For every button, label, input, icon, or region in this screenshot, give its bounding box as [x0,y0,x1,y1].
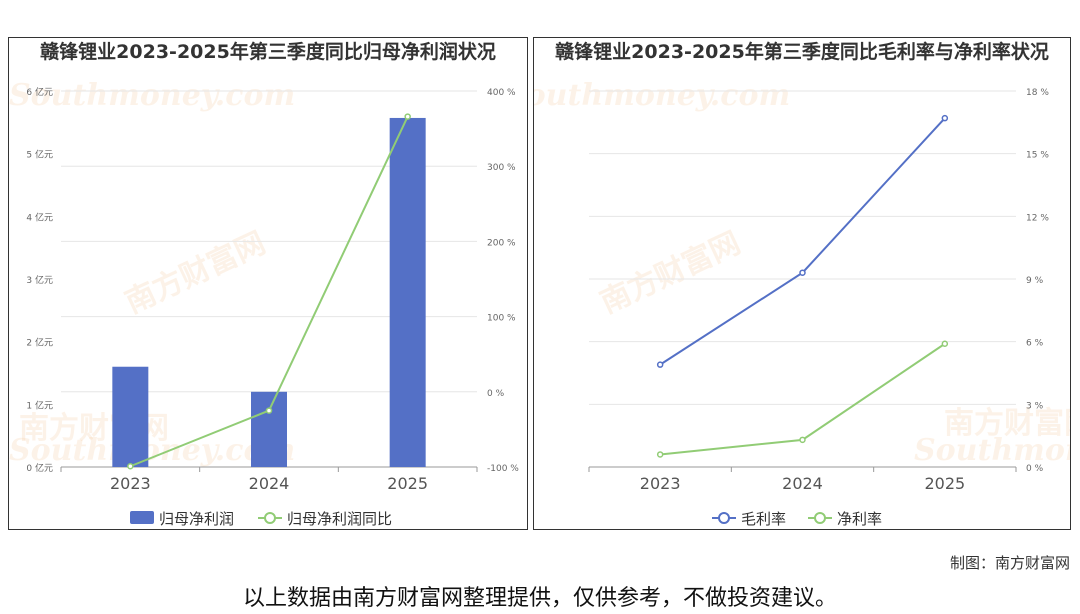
chart-title-left: 赣锋锂业2023-2025年第三季度同比归母净利润状况 [40,41,496,63]
y-left-tick-label: 3 亿元 [26,274,53,286]
y-right-tick-label: 0 % [1026,464,1044,474]
x-tick-label: 2025 [387,474,428,493]
x-tick-label: 2023 [640,474,681,493]
y-right-tick-label: 6 % [1026,339,1044,349]
y-right-tick-label: 100 % [487,314,516,324]
legend-swatch [718,512,730,524]
y-left-tick-label: 5 亿元 [26,149,53,161]
data-point [656,451,664,458]
bar [389,117,426,468]
y-right-tick-label: 3 % [1026,401,1044,411]
chart-panel-margins: 赣锋锂业2023-2025年第三季度同比毛利率与净利率状况 南方财富网 Sout… [533,37,1071,530]
y-right-tick-label: 400 % [487,88,516,98]
data-point [799,436,806,444]
x-tick-label: 2024 [782,474,823,493]
legend-label: 归母净利润同比 [287,510,392,528]
data-point [941,114,949,122]
legend-label: 净利率 [837,510,882,528]
series-line [659,117,946,366]
bar [112,366,149,467]
data-point [656,361,664,368]
chart-title-right: 赣锋锂业2023-2025年第三季度同比毛利率与净利率状况 [555,41,1049,63]
x-tick-label: 2025 [924,474,965,493]
chart-panel-net-profit: 赣锋锂业2023-2025年第三季度同比归母净利润状况 南方财富网 Southm… [8,37,528,530]
legend-label: 毛利率 [741,510,786,528]
x-tick-label: 2024 [249,474,290,493]
y-right-tick-label: 0 % [487,389,505,399]
chart-credit: 制图：南方财富网 [949,554,1070,572]
data-point [404,113,411,120]
data-point [127,462,134,470]
y-left-tick-label: 0 亿元 [26,462,53,474]
y-left-tick-label: 2 亿元 [26,337,53,349]
line-chart: 0 % 3 % 6 % 9 % 12 % 15 % 18 % 2023 2024 2025 毛利率 净… [588,88,1049,528]
y-left-tick-label: 1 亿元 [26,399,53,411]
legend-swatch [130,511,154,524]
bar-line-chart: -100 % 0 % 100 % 200 % 300 % 400 % 0 亿元 1 亿元 2 亿… [26,86,519,528]
legend-label: 归母净利润 [159,510,234,528]
y-right-tick-label: 15 % [1026,151,1049,161]
y-right-tick-label: 18 % [1026,88,1049,98]
data-point [941,340,949,348]
y-left-tick-label: 6 亿元 [26,86,53,98]
bar [251,391,287,467]
y-right-tick-label: 9 % [1026,276,1044,286]
y-right-tick-label: 200 % [487,238,516,248]
legend-swatch [264,512,276,524]
data-point [265,407,273,414]
x-tick-label: 2023 [110,474,151,493]
y-right-tick-label: 300 % [487,163,516,173]
legend-swatch [814,512,826,524]
y-right-tick-label: 12 % [1026,213,1049,223]
y-right-tick-label: -100 % [487,464,519,474]
disclaimer: 以上数据由南方财富网整理提供，仅供参考，不做投资建议。 [242,586,837,611]
y-left-tick-label: 4 亿元 [26,211,53,223]
data-point [799,269,806,276]
